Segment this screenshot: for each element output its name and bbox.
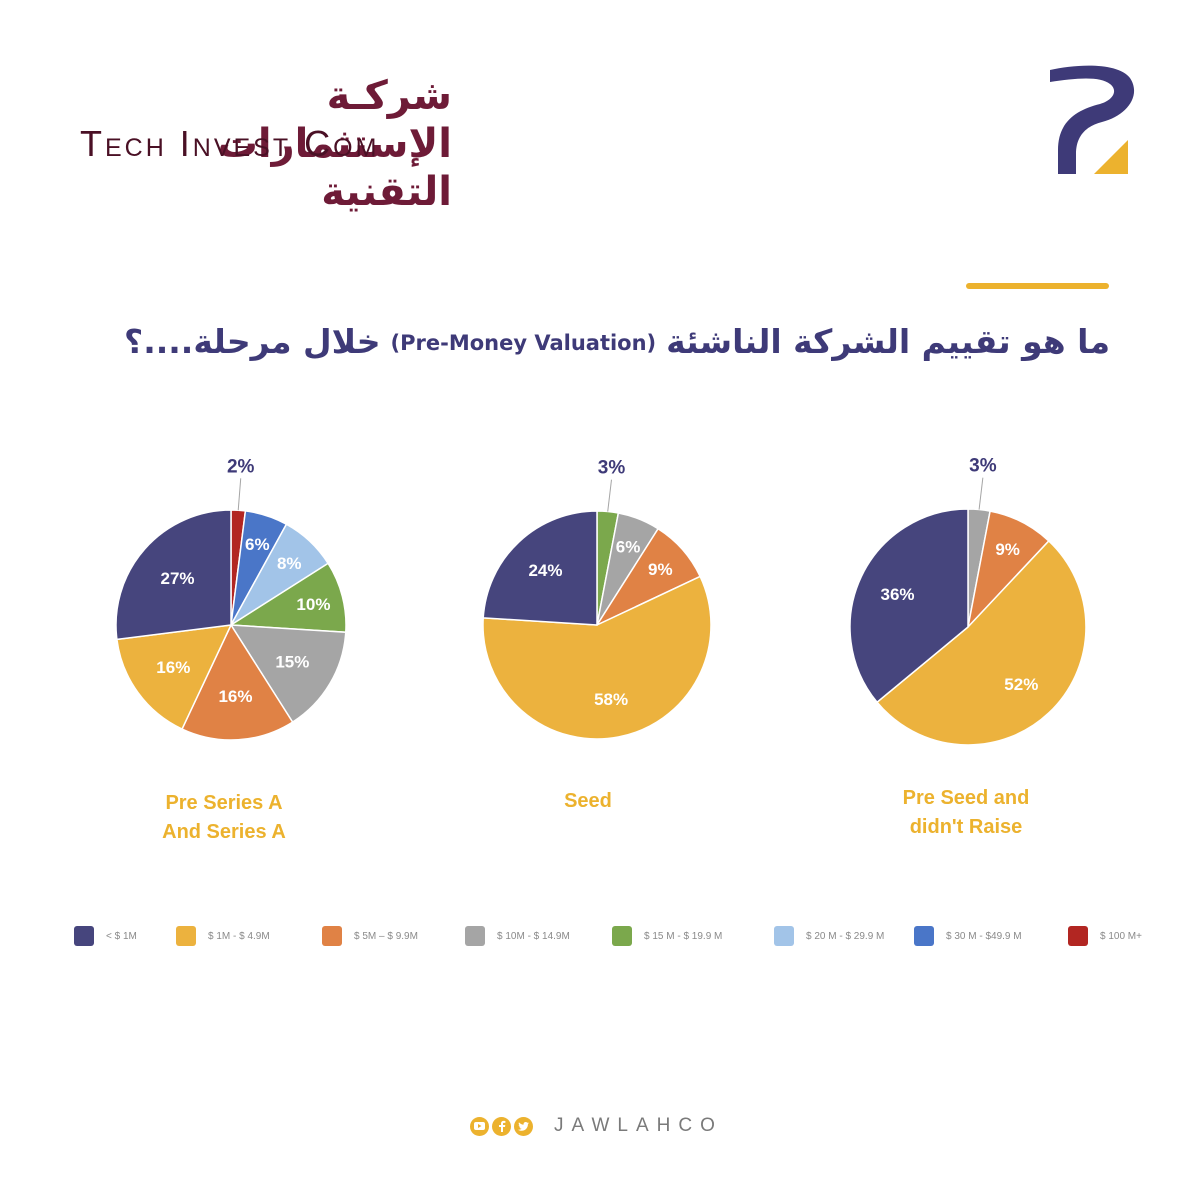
legend-label: $ 30 M - $49.9 M	[946, 930, 1022, 942]
pie-slice-label: 3%	[598, 458, 626, 479]
legend-swatch	[74, 926, 94, 946]
brand-logo-icon	[1050, 65, 1135, 174]
pie-slice-label: 16%	[218, 687, 252, 706]
caption-line: And Series A	[162, 821, 286, 843]
title-main: ما هو تقييم الشركة الناشئة	[666, 322, 1110, 361]
caption-line: Pre Series A	[165, 792, 283, 814]
legend-label: < $ 1M	[106, 930, 137, 942]
pie-slice	[181, 623, 294, 741]
pie-slice-label: 2%	[227, 456, 255, 477]
footer-handle: JAWLAHCO	[554, 1115, 723, 1136]
page-title: ما هو تقييم الشركة الناشئة (Pre-Money Val…	[70, 318, 1110, 367]
legend-swatch	[465, 926, 485, 946]
footer: JAWLAHCO	[470, 1112, 723, 1140]
pie-slice-label: 58%	[594, 690, 628, 709]
youtube-icon[interactable]	[470, 1116, 489, 1136]
pie-slice	[849, 508, 969, 704]
legend-label: $ 100 M+	[1100, 930, 1142, 942]
legend-label: $ 15 M - $ 19.9 M	[644, 930, 723, 942]
title-end: خلال مرحلة....؟	[124, 322, 381, 361]
caption-line: Pre Seed and	[902, 787, 1030, 809]
legend-label: $ 5M – $ 9.9M	[354, 930, 418, 942]
pie-slice-label: 6%	[616, 538, 641, 557]
caption-pre-series-a: Pre Series A And Series A	[94, 789, 354, 847]
chart-legend: < $ 1M $ 1M - $ 4.9M $ 5M – $ 9.9M $ 10M…	[72, 926, 1172, 956]
legend-label: $ 20 M - $ 29.9 M	[806, 930, 885, 942]
pie-slice-label: 36%	[881, 585, 915, 604]
pie-leader-line	[607, 479, 612, 512]
pie-slice-label: 3%	[969, 456, 997, 477]
title-english: (Pre-Money Valuation)	[390, 331, 657, 355]
legend-item: $ 30 M - $49.9 M	[914, 926, 1022, 946]
legend-swatch	[322, 926, 342, 946]
pie-slice-label: 24%	[528, 561, 562, 580]
pie-slice-label: 6%	[245, 535, 270, 554]
pie-slice-label: 16%	[156, 658, 190, 677]
caption-line: didn't Raise	[909, 816, 1023, 838]
pie-slice-label: 15%	[275, 652, 309, 671]
twitter-icon[interactable]	[514, 1116, 533, 1136]
pie-chart-seed: 3% 6% 9% 58% 24%	[482, 458, 712, 740]
caption-line: Seed	[564, 790, 612, 812]
legend-label: $ 1M - $ 4.9M	[208, 930, 270, 942]
legend-swatch	[1068, 926, 1088, 946]
pie-slice	[116, 624, 233, 731]
pie-slice-label: 9%	[648, 560, 673, 579]
legend-item: $ 15 M - $ 19.9 M	[612, 926, 722, 946]
pie-slice-label: 10%	[296, 595, 330, 614]
pie-slice-label: 9%	[995, 540, 1020, 559]
pie-slice	[115, 509, 232, 641]
accent-rule	[966, 283, 1109, 289]
pie-chart-pre-series-a: 2% 6% 8% 10% 15% 16% 16% 27%	[115, 456, 347, 741]
legend-item: $ 100 M+	[1068, 926, 1142, 946]
pie-chart-pre-seed: 3% 9% 52% 36%	[849, 456, 1087, 746]
pie-slice	[228, 562, 347, 634]
brand-name-arabic: شركـة الإستثمارات التقنية	[217, 73, 452, 215]
pie-slice	[482, 575, 712, 740]
pie-slice-label: 27%	[161, 569, 195, 588]
pie-slice-label: 8%	[277, 554, 302, 573]
legend-label: $ 10M - $ 14.9M	[497, 930, 570, 942]
caption-pre-seed: Pre Seed and didn't Raise	[836, 784, 1096, 842]
brand-name-english: Tech Invest Com	[80, 123, 380, 164]
legend-item: < $ 1M	[74, 926, 137, 946]
pie-slice	[229, 624, 347, 724]
pie-slice	[876, 539, 1087, 746]
legend-swatch	[914, 926, 934, 946]
legend-item: $ 10M - $ 14.9M	[465, 926, 570, 946]
legend-swatch	[774, 926, 794, 946]
legend-item: $ 1M - $ 4.9M	[176, 926, 270, 946]
pie-slice	[482, 510, 598, 626]
caption-seed: Seed	[458, 787, 718, 816]
pie-slice-label: 52%	[1004, 675, 1038, 694]
pie-leader-line	[237, 478, 242, 511]
legend-swatch	[612, 926, 632, 946]
legend-item: $ 20 M - $ 29.9 M	[774, 926, 884, 946]
legend-item: $ 5M – $ 9.9M	[322, 926, 418, 946]
facebook-icon[interactable]	[492, 1116, 511, 1136]
pie-leader-line	[978, 477, 984, 510]
legend-swatch	[176, 926, 196, 946]
